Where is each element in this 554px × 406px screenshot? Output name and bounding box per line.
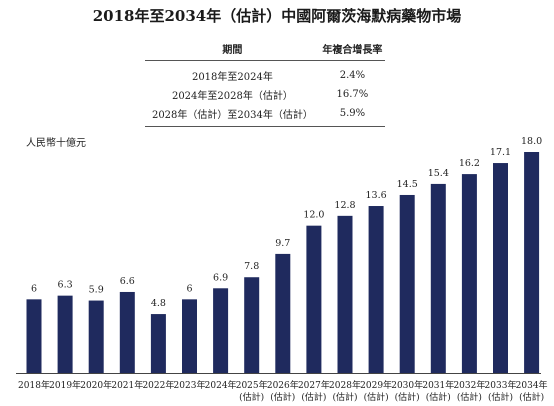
bar-10: [337, 215, 353, 373]
x-tick-label-7: 2025年: [236, 379, 268, 391]
x-tick-label-4: 2022年: [142, 379, 174, 391]
x-tick-label-14: 2032年: [453, 379, 485, 391]
x-tick-label-15: 2033年: [485, 379, 517, 391]
bar-1: [57, 295, 73, 373]
cagr-header-period: 期間: [145, 37, 320, 61]
bar-4: [150, 314, 166, 373]
bar-15: [493, 163, 508, 373]
x-tick-label-2: 2020年: [80, 379, 112, 391]
value-label-12: 14.5: [397, 179, 418, 190]
y-axis-unit-label: 人民幣十億元: [26, 138, 86, 149]
bar-14: [461, 174, 477, 373]
value-label-5: 6: [186, 283, 192, 294]
value-label-9: 12.0: [303, 210, 324, 221]
value-label-10: 12.8: [334, 200, 355, 211]
cagr-rate: 2.4%: [339, 70, 366, 81]
bar-11: [368, 206, 384, 373]
value-label-2: 5.9: [89, 285, 104, 296]
cagr-rate: 16.7%: [336, 89, 369, 100]
bar-2: [88, 300, 104, 373]
x-tick-label-7-sub: (估計): [239, 391, 264, 403]
bar-5: [182, 299, 197, 373]
value-label-8: 9.7: [275, 238, 290, 249]
value-label-4: 4.8: [151, 298, 166, 309]
x-tick-label-13-sub: (估計): [426, 391, 451, 403]
table-row: 2024年至2028年（估計） 16.7%: [145, 85, 385, 104]
chart-title: 2018年至2034年（估計）中國阿爾茨海默病藥物市場: [92, 7, 462, 25]
value-label-1: 6.3: [58, 280, 73, 291]
x-tick-label-5: 2023年: [174, 379, 206, 391]
x-tick-label-12-sub: (估計): [395, 391, 420, 403]
value-label-13: 15.4: [428, 168, 449, 179]
value-label-3: 6.6: [120, 276, 135, 287]
value-label-11: 13.6: [366, 190, 387, 201]
value-label-6: 6.9: [213, 272, 228, 283]
cagr-header-rate: 年複合增長率: [319, 37, 385, 61]
x-tick-label-14-sub: (估計): [457, 391, 482, 403]
bar-9: [306, 225, 322, 373]
cagr-period: 2024年至2028年（估計）: [171, 91, 293, 102]
bar-12: [399, 194, 415, 373]
bar-0: [26, 299, 42, 373]
x-tick-label-16-sub: (估計): [519, 391, 544, 403]
bar-16: [524, 152, 540, 373]
bar-13: [430, 183, 446, 373]
value-label-7: 7.8: [244, 261, 259, 272]
bar-7: [244, 277, 260, 373]
bar-6: [213, 288, 229, 373]
cagr-table: 期間 年複合增長率 2018年至2024年 2.4% 2024年至2028年（估…: [145, 37, 385, 127]
x-tick-label-11-sub: (估計): [364, 391, 389, 403]
x-tick-label-11: 2029年: [360, 379, 392, 391]
cagr-rate: 5.9%: [319, 104, 385, 127]
table-row: 2018年至2024年 2.4%: [145, 61, 385, 86]
x-tick-label-6: 2024年: [205, 379, 237, 391]
x-tick-label-9: 2027年: [298, 379, 330, 391]
x-tick-label-9-sub: (估計): [301, 391, 326, 403]
x-tick-label-1: 2019年: [49, 379, 81, 391]
cagr-period: 2018年至2024年: [191, 72, 273, 83]
x-tick-label-10: 2028年: [329, 379, 361, 391]
cagr-period: 2028年（估計）至2034年（估計）: [145, 104, 320, 127]
bar-3: [119, 291, 135, 373]
cagr-header-row: 期間 年複合增長率: [145, 37, 385, 61]
value-label-0: 6: [31, 283, 37, 294]
x-tick-label-0: 2018年: [18, 379, 50, 391]
bar-8: [275, 253, 291, 373]
x-tick-label-12: 2030年: [391, 379, 423, 391]
x-tick-label-15-sub: (估計): [488, 391, 513, 403]
x-tick-label-16: 2034年: [516, 379, 548, 391]
x-tick-label-13: 2031年: [422, 379, 454, 391]
value-label-14: 16.2: [459, 158, 480, 169]
value-label-15: 17.1: [490, 147, 511, 158]
x-tick-label-3: 2021年: [111, 379, 143, 391]
x-tick-label-10-sub: (估計): [332, 391, 357, 403]
x-tick-label-8-sub: (估計): [270, 391, 295, 403]
table-row: 2028年（估計）至2034年（估計） 5.9%: [145, 104, 385, 127]
x-tick-label-8: 2026年: [267, 379, 299, 391]
value-label-16: 18.0: [521, 136, 542, 147]
